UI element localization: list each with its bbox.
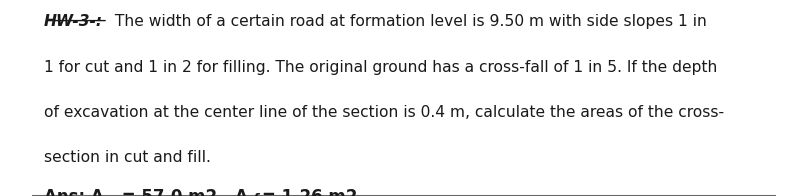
Text: = 57.0 m2,  A: = 57.0 m2, A (116, 188, 248, 196)
Text: of excavation at the center line of the section is 0.4 m, calculate the areas of: of excavation at the center line of the … (44, 105, 724, 120)
Text: Ans: A: Ans: A (44, 188, 104, 196)
Text: section in cut and fill.: section in cut and fill. (44, 150, 211, 165)
Text: f: f (254, 193, 259, 196)
Text: c: c (108, 193, 116, 196)
Text: 1 for cut and 1 in 2 for filling. The original ground has a cross-fall of 1 in 5: 1 for cut and 1 in 2 for filling. The or… (44, 60, 718, 75)
Text: The width of a certain road at formation level is 9.50 m with side slopes 1 in: The width of a certain road at formation… (110, 14, 706, 29)
Text: HW-3-:: HW-3-: (44, 14, 103, 29)
Text: = 1.26 m2: = 1.26 m2 (262, 188, 357, 196)
